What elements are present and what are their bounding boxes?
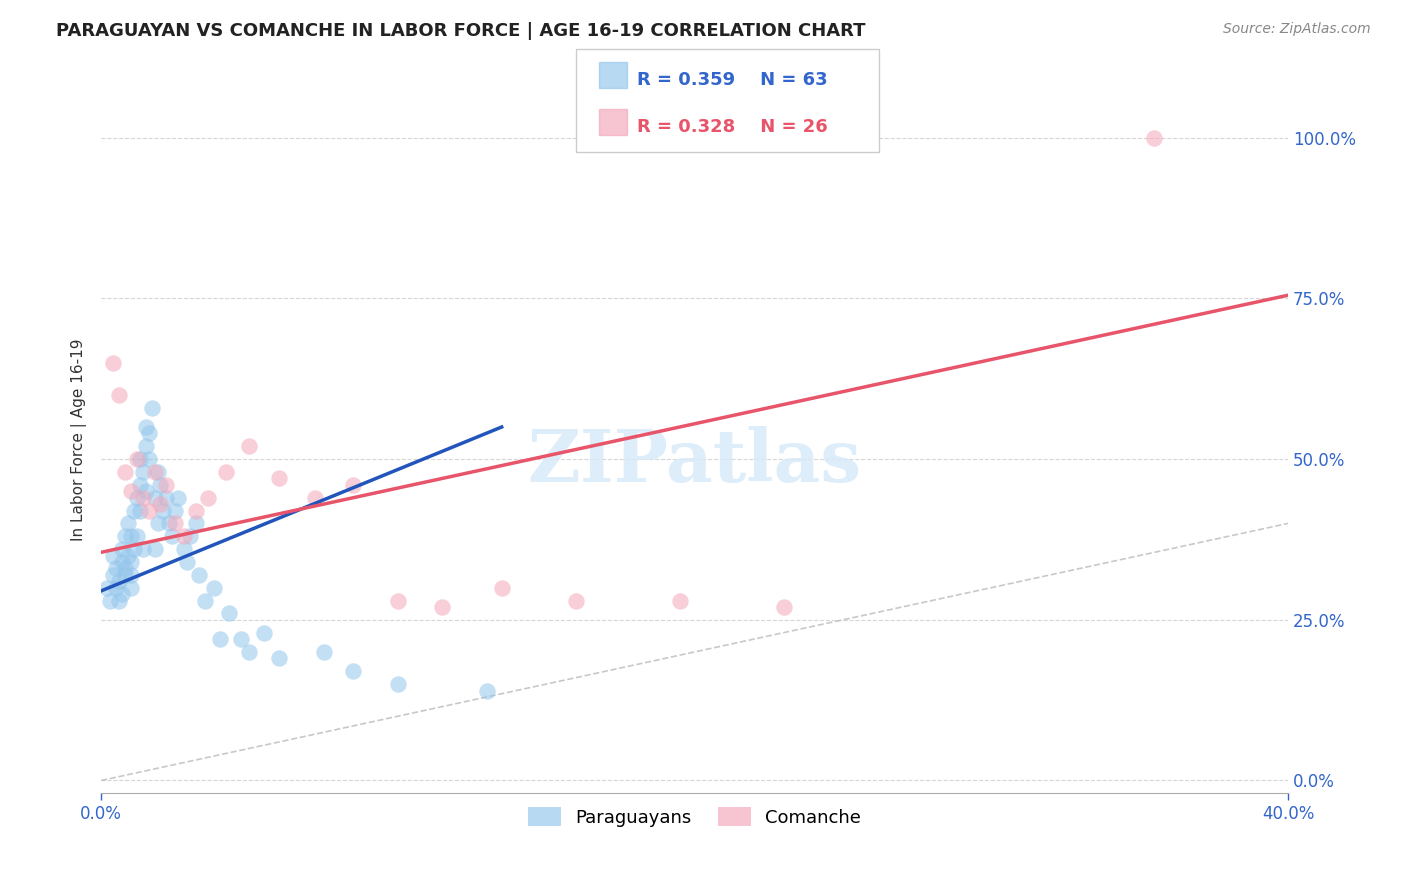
Point	[131, 465, 153, 479]
Point	[253, 625, 276, 640]
Point	[120, 529, 142, 543]
Point	[120, 581, 142, 595]
Point	[162, 529, 184, 543]
Point	[149, 478, 172, 492]
Point	[218, 607, 240, 621]
Point	[143, 542, 166, 557]
Point	[269, 471, 291, 485]
Point	[238, 645, 260, 659]
Point	[108, 574, 131, 589]
Point	[269, 651, 291, 665]
Point	[101, 549, 124, 563]
Point	[135, 484, 157, 499]
Point	[202, 581, 225, 595]
Point	[135, 420, 157, 434]
Point	[125, 491, 148, 505]
Point	[238, 439, 260, 453]
Point	[114, 529, 136, 543]
Point	[104, 561, 127, 575]
Point	[138, 452, 160, 467]
Text: R = 0.328    N = 26: R = 0.328 N = 26	[637, 118, 828, 136]
Point	[125, 529, 148, 543]
Point	[475, 683, 498, 698]
Point	[229, 632, 252, 646]
Point	[108, 593, 131, 607]
Text: PARAGUAYAN VS COMANCHE IN LABOR FORCE | AGE 16-19 CORRELATION CHART: PARAGUAYAN VS COMANCHE IN LABOR FORCE | …	[56, 22, 866, 40]
Point	[194, 593, 217, 607]
Point	[197, 491, 219, 505]
Point	[387, 593, 409, 607]
Point	[111, 555, 134, 569]
Point	[138, 426, 160, 441]
Point	[772, 599, 794, 614]
Point	[131, 491, 153, 505]
Point	[155, 491, 177, 505]
Point	[111, 587, 134, 601]
Point	[188, 567, 211, 582]
Point	[179, 529, 201, 543]
Point	[146, 516, 169, 531]
Point	[167, 491, 190, 505]
Point	[184, 503, 207, 517]
Point	[342, 665, 364, 679]
Point	[117, 516, 139, 531]
Point	[208, 632, 231, 646]
Point	[111, 542, 134, 557]
Point	[146, 465, 169, 479]
Text: ZIPatlas: ZIPatlas	[527, 425, 862, 497]
Point	[128, 503, 150, 517]
Point	[432, 599, 454, 614]
Point	[114, 465, 136, 479]
Point	[149, 497, 172, 511]
Text: R = 0.359    N = 63: R = 0.359 N = 63	[637, 70, 828, 89]
Point	[108, 388, 131, 402]
Text: Source: ZipAtlas.com: Source: ZipAtlas.com	[1223, 22, 1371, 37]
Point	[117, 549, 139, 563]
Point	[491, 581, 513, 595]
Point	[173, 529, 195, 543]
Point	[114, 561, 136, 575]
Point	[565, 593, 588, 607]
Point	[215, 465, 238, 479]
Point	[342, 478, 364, 492]
Point	[165, 516, 187, 531]
Point	[387, 677, 409, 691]
Point	[135, 439, 157, 453]
Point	[152, 503, 174, 517]
Point	[304, 491, 326, 505]
Point	[101, 567, 124, 582]
Point	[114, 567, 136, 582]
Legend: Paraguayans, Comanche: Paraguayans, Comanche	[520, 800, 869, 834]
Point	[176, 555, 198, 569]
Point	[312, 645, 335, 659]
Point	[120, 555, 142, 569]
Point	[122, 542, 145, 557]
Point	[120, 567, 142, 582]
Point	[141, 401, 163, 415]
Point	[101, 356, 124, 370]
Point	[131, 542, 153, 557]
Point	[143, 491, 166, 505]
Point	[668, 593, 690, 607]
Point	[143, 465, 166, 479]
Point	[157, 516, 180, 531]
Point	[138, 503, 160, 517]
Y-axis label: In Labor Force | Age 16-19: In Labor Force | Age 16-19	[72, 339, 87, 541]
Point	[98, 593, 121, 607]
Point	[128, 452, 150, 467]
Point	[1143, 130, 1166, 145]
Point	[155, 478, 177, 492]
Point	[165, 503, 187, 517]
Point	[96, 581, 118, 595]
Point	[173, 542, 195, 557]
Point	[184, 516, 207, 531]
Point	[125, 452, 148, 467]
Point	[120, 484, 142, 499]
Point	[104, 581, 127, 595]
Point	[122, 503, 145, 517]
Point	[128, 478, 150, 492]
